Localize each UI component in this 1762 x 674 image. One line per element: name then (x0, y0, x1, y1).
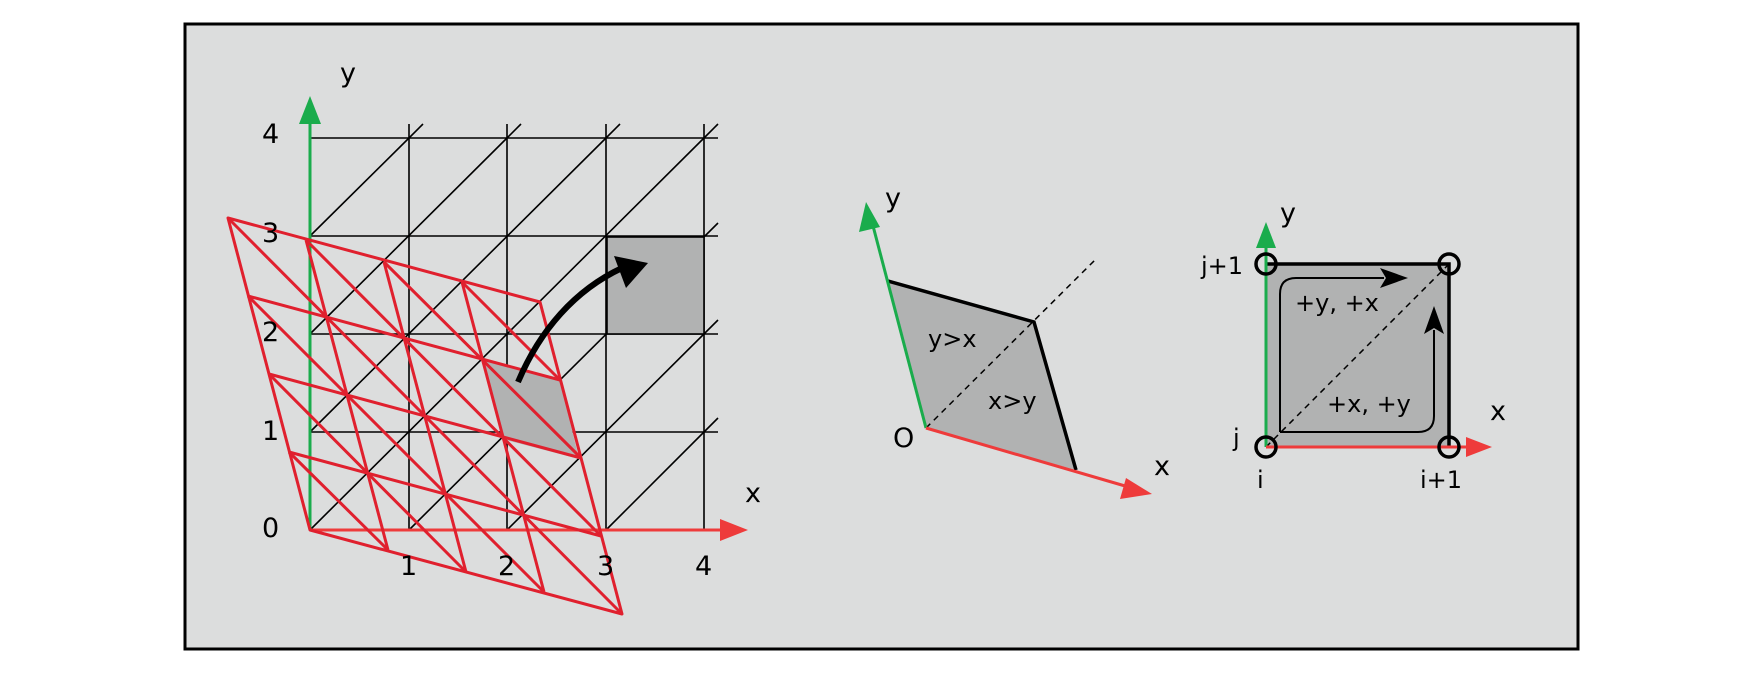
right-axis-y-label: y (1280, 198, 1296, 229)
left-axis-y-label: y (340, 58, 356, 89)
corner-node-i-j (1254, 435, 1278, 459)
corner-node-i-j1 (1254, 252, 1278, 276)
path-lower (1280, 330, 1435, 433)
label-i-plus-1: i+1 (1420, 466, 1462, 494)
left-y-axis-arrowhead (299, 96, 321, 124)
right-x-axis-arrowhead (1466, 437, 1492, 457)
tick-label-x-4: 4 (695, 551, 712, 582)
label-i: i (1257, 466, 1264, 494)
path-upper (1279, 277, 1384, 432)
rhombus-edges (887, 279, 1078, 471)
path-lower-arrowhead (1424, 306, 1444, 334)
right-panel: y x j+1 j i i+1 +y, +x +x, +y (1200, 198, 1506, 494)
tick-label-y-0: 0 (262, 513, 279, 544)
rhombus-cell (888, 281, 1076, 470)
tick-label-y-3: 3 (262, 218, 279, 249)
label-j: j (1232, 424, 1240, 452)
middle-y-axis (870, 221, 928, 429)
middle-panel: y x O y>x x>y (859, 183, 1170, 499)
right-y-axis-arrowhead (1256, 222, 1276, 248)
middle-y-axis-arrowhead (859, 202, 880, 232)
tick-label-x-3: 3 (597, 551, 614, 582)
corner-node-i1-j (1437, 435, 1461, 459)
corner-node-i1-j1 (1437, 252, 1461, 276)
middle-axis-y-label: y (885, 183, 901, 214)
middle-region-upper-label: y>x (928, 325, 977, 353)
middle-region-lower-label: x>y (988, 387, 1037, 415)
tick-label-y-4: 4 (262, 119, 279, 150)
middle-axis-x-label: x (1154, 451, 1170, 482)
tick-label-y-2: 2 (262, 317, 279, 348)
middle-x-axis-arrowhead (1120, 478, 1152, 499)
mapping-arrow (515, 265, 624, 384)
unit-cell (1266, 264, 1449, 447)
tick-label-x-1: 1 (400, 551, 417, 582)
label-j-plus-1: j+1 (1200, 252, 1243, 280)
path-upper-arrowhead (1380, 268, 1408, 288)
tick-label-y-1: 1 (262, 416, 279, 447)
skewed-grid (226, 216, 624, 616)
left-axis-x-label: x (745, 478, 761, 509)
right-axis-x-label: x (1490, 396, 1506, 427)
path-lower-label: +x, +y (1327, 390, 1411, 418)
square-grid (309, 123, 719, 531)
path-upper-label: +y, +x (1295, 289, 1379, 317)
left-panel: y x 4 3 2 1 0 1 2 3 4 (226, 58, 761, 616)
mapping-arrowhead (614, 256, 648, 288)
target-cell (606, 236, 705, 335)
middle-origin-label: O (893, 423, 914, 454)
left-x-axis-arrowhead (720, 519, 748, 541)
tick-label-x-2: 2 (498, 551, 515, 582)
middle-diagonal (925, 257, 1098, 429)
middle-x-axis (925, 426, 1133, 490)
